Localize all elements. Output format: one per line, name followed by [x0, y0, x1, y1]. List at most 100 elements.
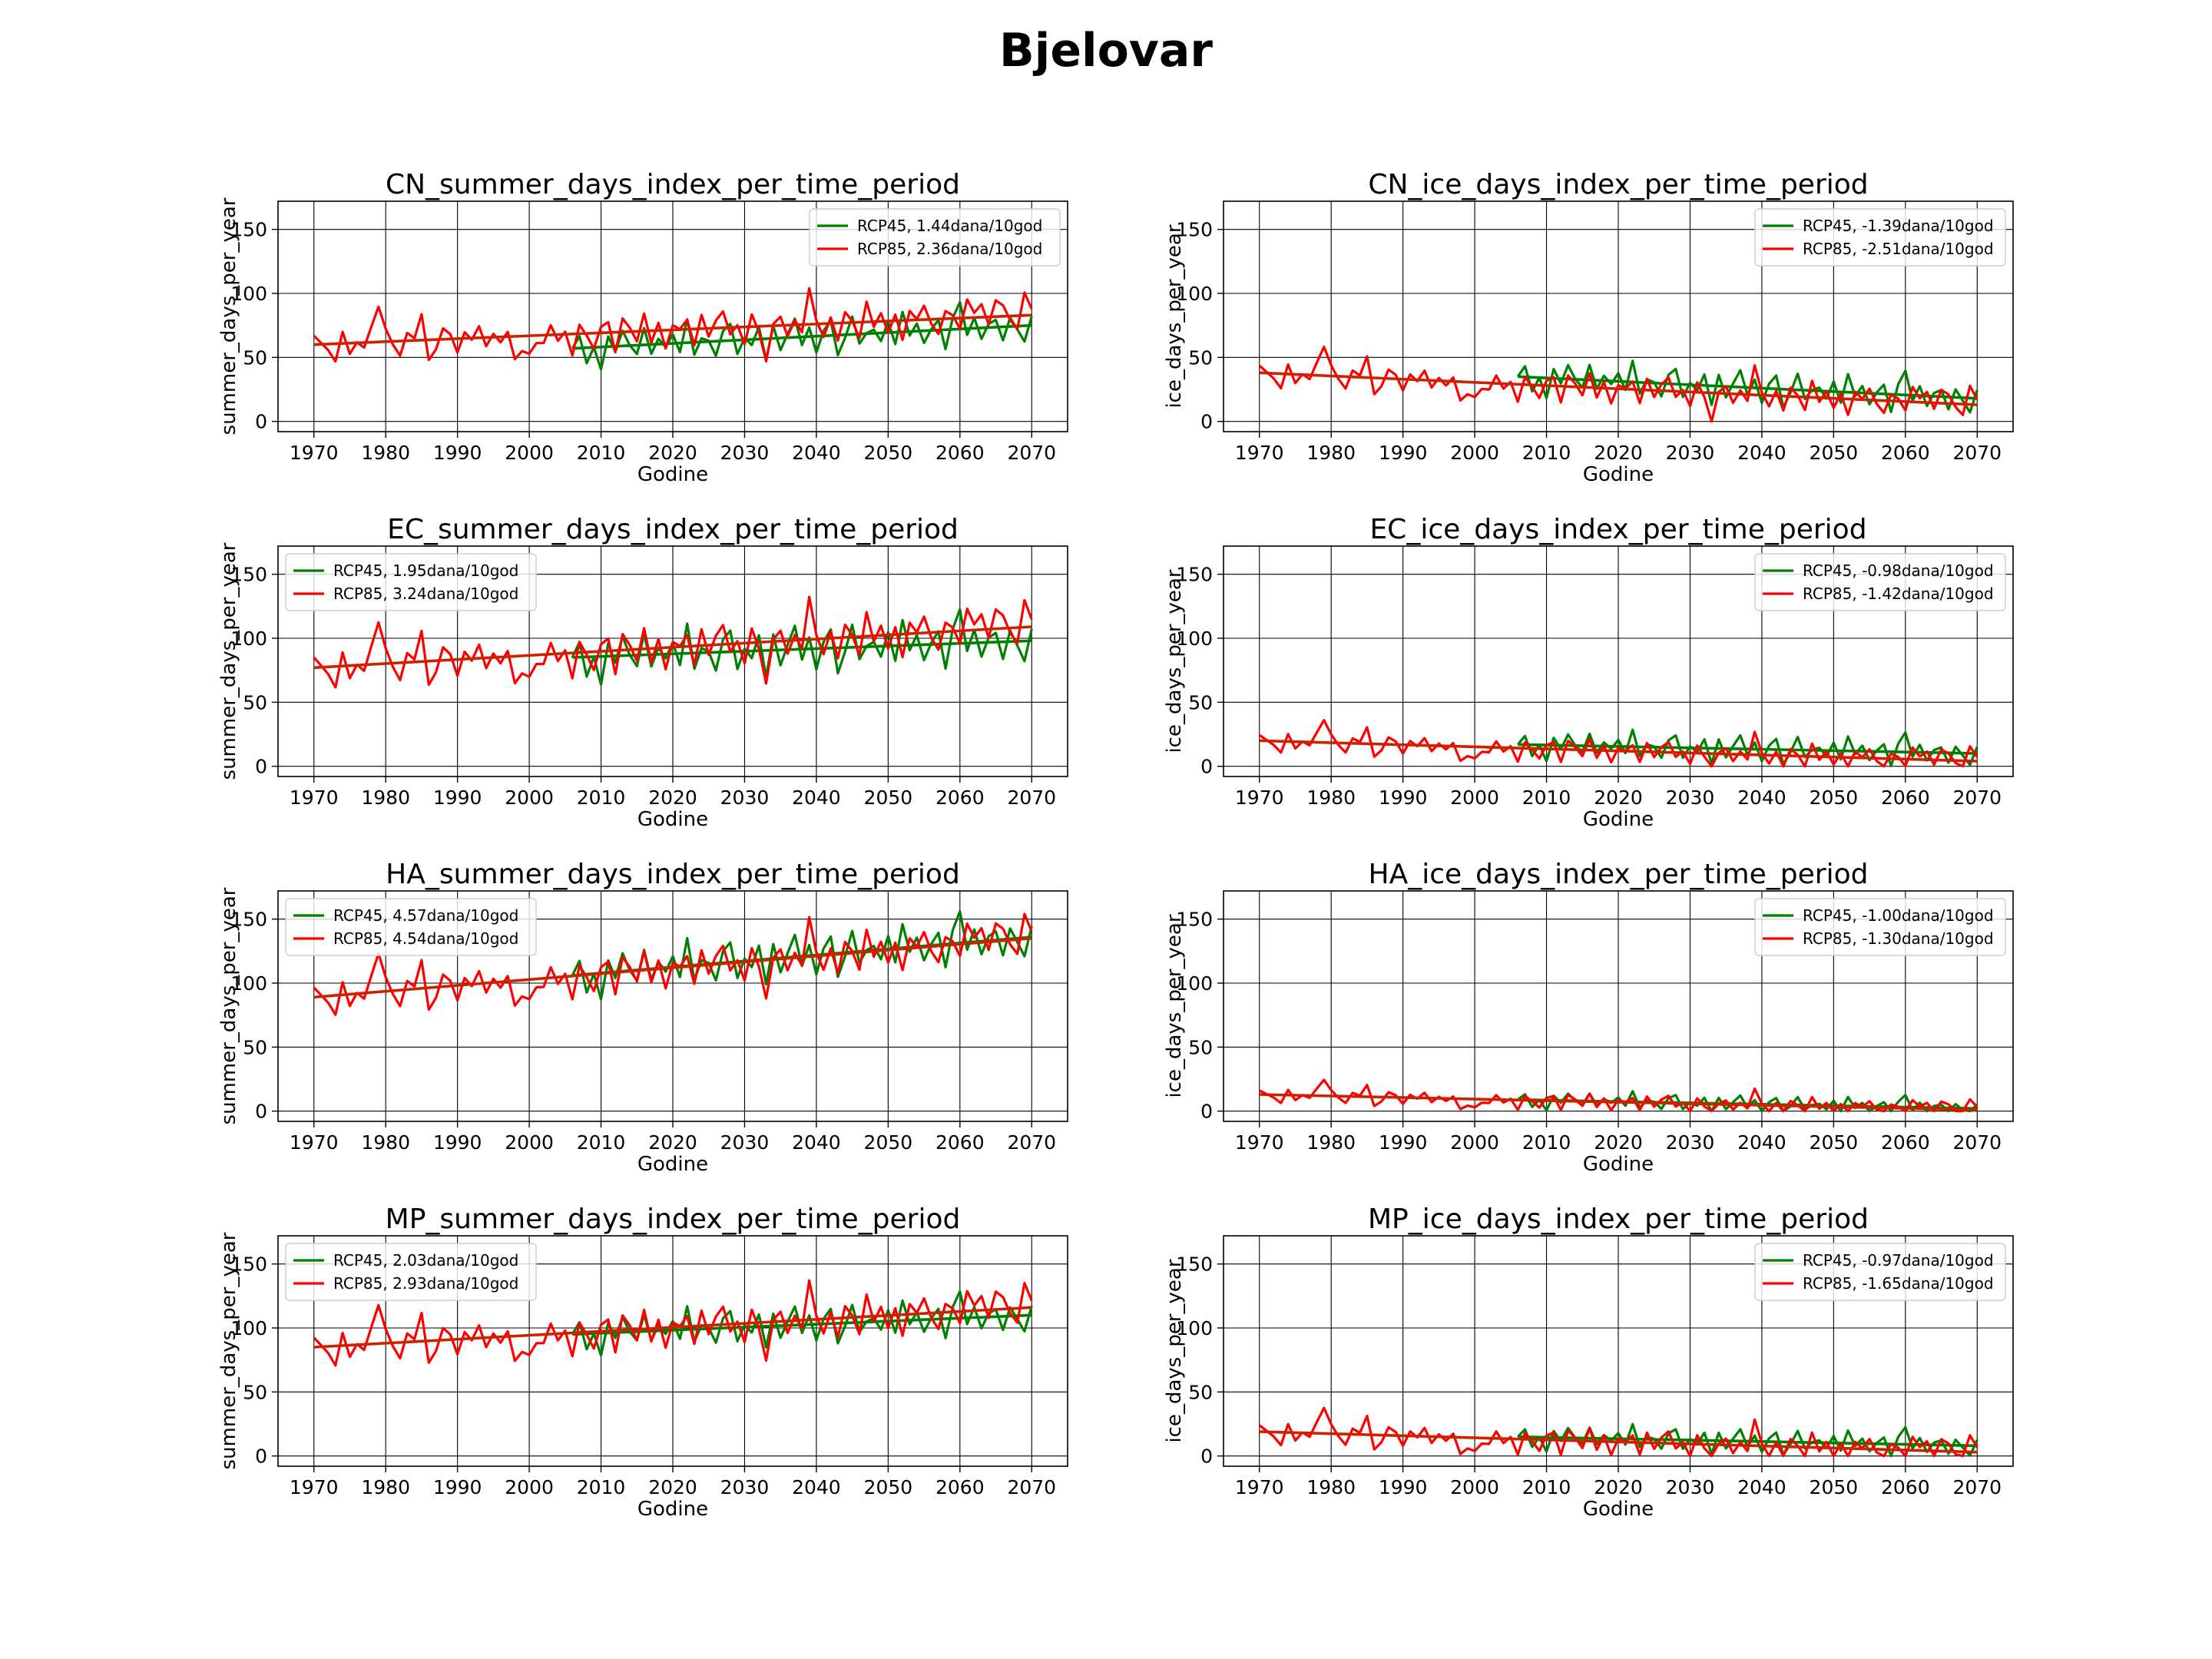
- x-tick-label: 2050: [1810, 1476, 1859, 1498]
- plot-area: [313, 909, 1033, 1016]
- x-tick-label: 2010: [577, 786, 626, 809]
- plot-area: [313, 1279, 1033, 1367]
- trend-line-rcp85: [1259, 1093, 1978, 1111]
- x-tick-label: 2060: [1881, 786, 1930, 809]
- x-tick-label: 2020: [1594, 442, 1643, 464]
- x-tick-label: 2000: [505, 786, 554, 809]
- x-tick-label: 2040: [1737, 442, 1786, 464]
- y-axis-label: summer_days_per_year: [217, 542, 240, 780]
- x-axis-label: Godine: [637, 1498, 708, 1521]
- legend-frame: [285, 898, 537, 956]
- y-tick-label: 150: [230, 219, 267, 241]
- x-tick-label: 2060: [1881, 442, 1930, 464]
- x-tick-label: 2020: [1594, 1476, 1643, 1498]
- x-tick-label: 2050: [1810, 1131, 1859, 1154]
- plot-area: [313, 595, 1033, 689]
- y-tick-label: 50: [1188, 1381, 1213, 1403]
- legend-label-rcp45: RCP45, 1.44dana/10god: [857, 217, 1042, 235]
- series-line-rcp85: [313, 912, 1033, 1016]
- series-line-rcp85: [1258, 718, 1979, 768]
- legend-frame: [285, 1243, 537, 1301]
- x-tick-label: 2000: [1450, 1131, 1499, 1154]
- x-tick-label: 2050: [864, 786, 913, 809]
- y-tick-label: 150: [230, 909, 267, 931]
- x-tick-label: 1970: [290, 786, 339, 809]
- x-tick-label: 1980: [361, 1476, 410, 1498]
- x-tick-label: 2020: [1594, 1131, 1643, 1154]
- x-tick-label: 1980: [1306, 442, 1356, 464]
- x-tick-label: 2070: [1007, 1476, 1056, 1498]
- y-axis-label: ice_days_per_year: [1163, 569, 1186, 753]
- x-tick-label: 2040: [792, 1131, 841, 1154]
- y-tick-label: 100: [230, 1317, 267, 1339]
- legend-label-rcp45: RCP45, -0.98dana/10god: [1803, 561, 1994, 580]
- x-tick-label: 1970: [290, 1131, 339, 1154]
- plot-area: [1258, 346, 1979, 423]
- figure-suptitle: Bjelovar: [999, 24, 1213, 78]
- x-tick-label: 1980: [1306, 1131, 1356, 1154]
- legend-frame: [809, 208, 1061, 267]
- legend-label-rcp85: RCP85, -1.65dana/10god: [1803, 1274, 1994, 1293]
- legend-label-rcp45: RCP45, 1.95dana/10god: [333, 561, 518, 580]
- y-tick-label: 150: [230, 1253, 267, 1276]
- legend-label-rcp85: RCP85, 4.54dana/10god: [333, 929, 518, 948]
- y-tick-label: 0: [1200, 411, 1213, 433]
- x-tick-label: 2060: [1881, 1131, 1930, 1154]
- x-tick-label: 2010: [577, 1131, 626, 1154]
- x-tick-label: 1970: [290, 442, 339, 464]
- plot-area: [1258, 718, 1979, 768]
- axes-title: MP_ice_days_index_per_time_period: [1368, 1204, 1869, 1235]
- x-axis-label: Godine: [1583, 1498, 1654, 1521]
- y-tick-label: 0: [1200, 1101, 1213, 1123]
- legend-label-rcp85: RCP85, 2.93dana/10god: [333, 1274, 518, 1293]
- chart-panel-0: 1970 1980 1990 2000 2010 2020 2030 2040 2050 2060…: [217, 169, 1068, 486]
- x-tick-label: 2050: [864, 1131, 913, 1154]
- legend: RCP45, -1.39dana/10god RCP85, -2.51dana/1…: [1754, 208, 2006, 267]
- series-line-rcp85: [313, 1279, 1033, 1367]
- x-tick-label: 1990: [433, 442, 482, 464]
- x-tick-label: 1990: [433, 1131, 482, 1154]
- y-tick-label: 50: [1188, 346, 1213, 369]
- legend-frame: [1754, 898, 2006, 956]
- x-tick-label: 1970: [1235, 442, 1284, 464]
- y-tick-label: 100: [230, 972, 267, 995]
- y-tick-label: 50: [243, 1381, 267, 1403]
- legend-label-rcp85: RCP85, 2.36dana/10god: [857, 240, 1042, 258]
- x-tick-label: 2020: [648, 786, 697, 809]
- series-line-rcp85: [1258, 346, 1979, 423]
- x-tick-label: 2070: [1952, 786, 2002, 809]
- x-tick-label: 2040: [792, 442, 841, 464]
- chart-panel-2: 1970 1980 1990 2000 2010 2020 2030 2040 2050 2060…: [217, 514, 1068, 831]
- x-tick-label: 1990: [433, 786, 482, 809]
- x-tick-label: 2010: [1522, 442, 1571, 464]
- x-tick-label: 2060: [935, 1476, 985, 1498]
- x-tick-label: 2040: [1737, 786, 1786, 809]
- x-tick-label: 2020: [1594, 786, 1643, 809]
- legend-label-rcp85: RCP85, -2.51dana/10god: [1803, 240, 1994, 258]
- chart-panel-7: 1970 1980 1990 2000 2010 2020 2030 2040 2050 2060…: [1163, 1204, 2014, 1521]
- axes-title: HA_ice_days_index_per_time_period: [1369, 859, 1869, 890]
- axes-title: MP_summer_days_index_per_time_period: [386, 1204, 961, 1235]
- x-tick-label: 2030: [720, 786, 770, 809]
- x-axis-label: Godine: [637, 1153, 708, 1176]
- trend-line-rcp45: [1518, 743, 1978, 755]
- legend: RCP45, 1.44dana/10god RCP85, 2.36dana/10g…: [809, 208, 1061, 267]
- series-line-rcp85: [313, 595, 1033, 689]
- x-tick-label: 1980: [1306, 786, 1356, 809]
- y-tick-label: 0: [1200, 756, 1213, 778]
- x-tick-label: 2030: [1666, 442, 1715, 464]
- y-tick-label: 50: [243, 691, 267, 714]
- legend-label-rcp85: RCP85, -1.30dana/10god: [1803, 929, 1994, 948]
- y-tick-label: 50: [1188, 691, 1213, 714]
- axes-title: EC_ice_days_index_per_time_period: [1369, 514, 1866, 545]
- x-tick-label: 2040: [1737, 1131, 1786, 1154]
- legend-label-rcp45: RCP45, -1.00dana/10god: [1803, 906, 1994, 925]
- trend-line-rcp45: [1518, 375, 1978, 400]
- y-tick-label: 50: [243, 1036, 267, 1058]
- x-axis-label: Godine: [1583, 1153, 1654, 1176]
- legend-frame: [1754, 553, 2006, 611]
- x-tick-label: 2030: [1666, 1131, 1715, 1154]
- y-axis-label: summer_days_per_year: [217, 887, 240, 1124]
- legend-label-rcp45: RCP45, 2.03dana/10god: [333, 1251, 518, 1270]
- x-tick-label: 2040: [792, 1476, 841, 1498]
